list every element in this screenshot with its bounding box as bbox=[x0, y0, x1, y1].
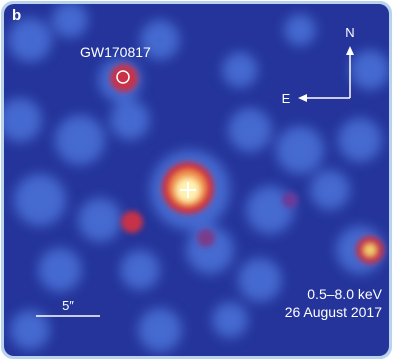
image-field bbox=[0, 2, 390, 356]
page: b GW170817 N E 5″ 0.5–8.0 keV 26 August … bbox=[0, 0, 393, 360]
north-label: N bbox=[345, 25, 354, 40]
source-label: GW170817 bbox=[80, 44, 151, 60]
xray-image: b GW170817 N E 5″ 0.5–8.0 keV 26 August … bbox=[0, 0, 393, 360]
east-label: E bbox=[282, 91, 291, 106]
scale-label: 5″ bbox=[62, 298, 74, 313]
panel-label: b bbox=[12, 7, 21, 24]
energy-label: 0.5–8.0 keV bbox=[307, 286, 382, 302]
date-label: 26 August 2017 bbox=[285, 304, 383, 320]
